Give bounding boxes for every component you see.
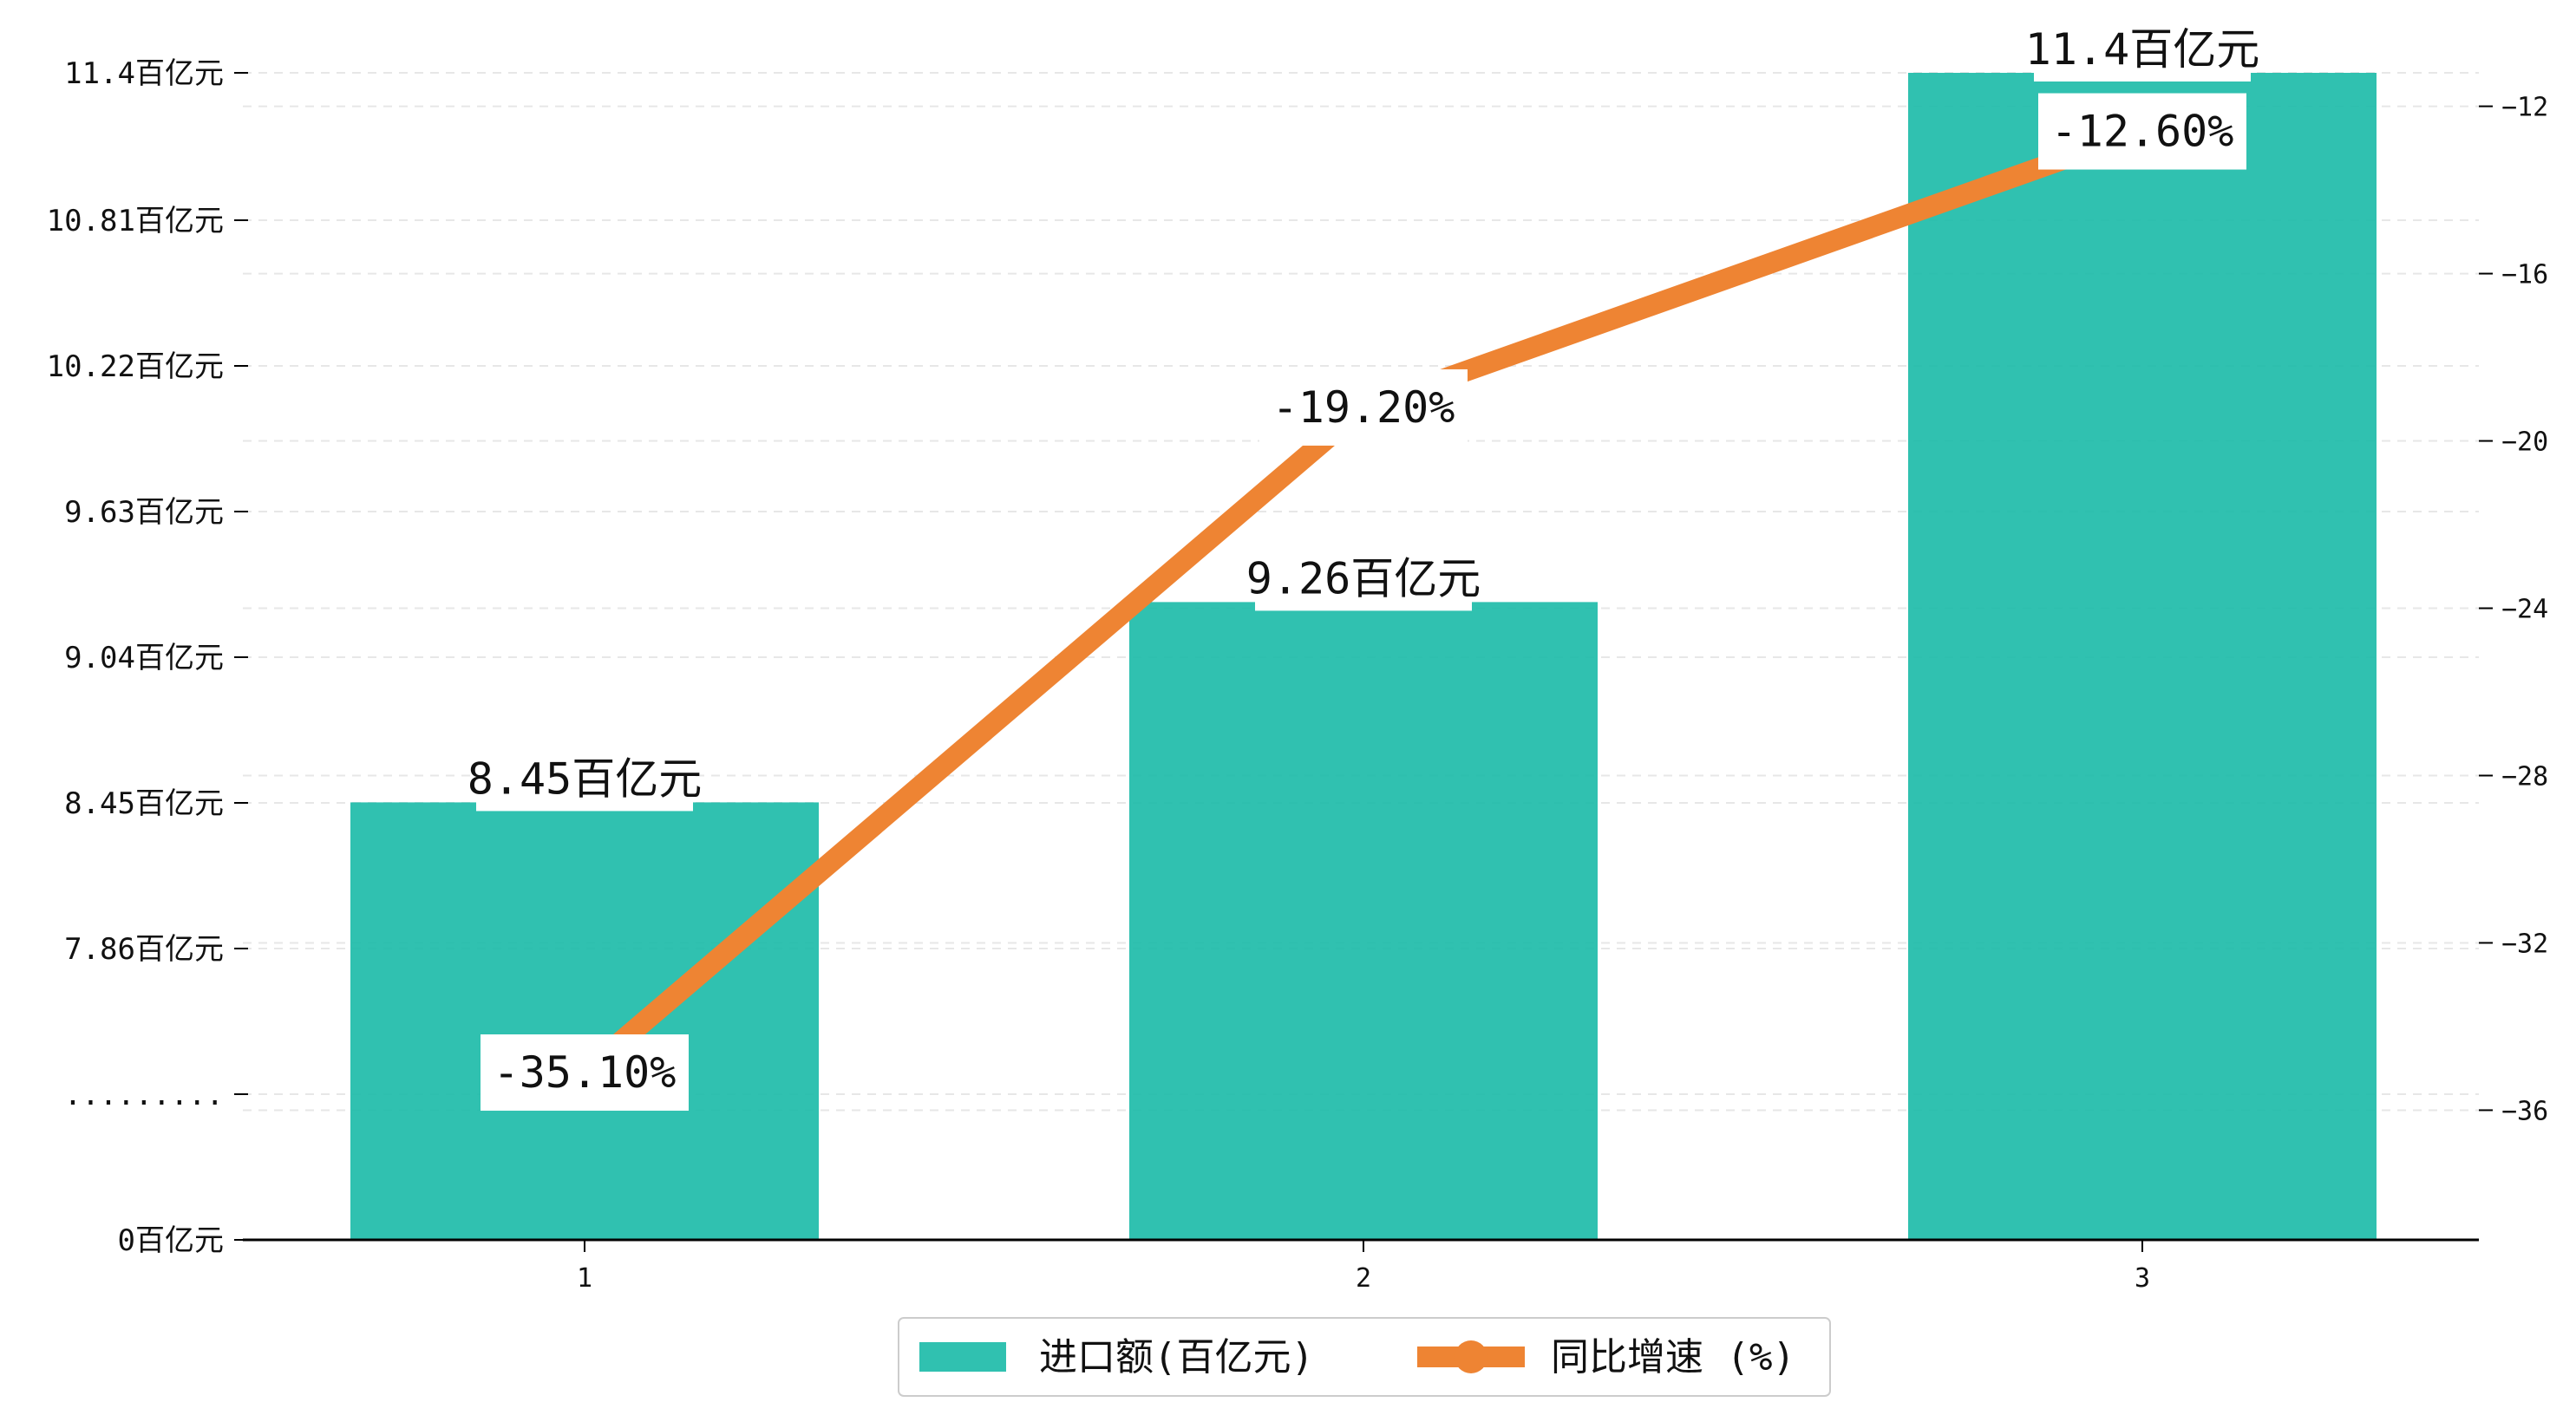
growth-value-label: -12.60% xyxy=(2051,107,2234,157)
bar-series xyxy=(350,73,2377,1240)
left-tick-label: 9.63百亿元 xyxy=(64,495,224,530)
bar xyxy=(350,802,819,1240)
left-tick-label: 7.86百亿元 xyxy=(64,932,224,967)
bar-value-label: 8.45百亿元 xyxy=(467,753,702,804)
left-tick-label: 8.45百亿元 xyxy=(64,786,224,821)
bar-label-box xyxy=(1255,550,1472,611)
left-tick-label: ......... xyxy=(64,1078,224,1112)
x-tick-label: 1 xyxy=(577,1263,592,1294)
right-axis-ticks: −36 −32 −28 −24 −20 −16 −12 xyxy=(2479,93,2548,1126)
legend-label-bar: 进口额(百亿元) xyxy=(1039,1335,1314,1379)
growth-label-box xyxy=(1259,368,1468,446)
growth-value-labels: -35.10% -19.20% -12.60% xyxy=(481,93,2246,1112)
x-tick-label: 2 xyxy=(1356,1263,1371,1294)
right-tick-label: −28 xyxy=(2501,761,2548,792)
growth-value-label: -35.10% xyxy=(494,1047,677,1098)
legend-box xyxy=(898,1317,1831,1397)
bar-value-labels: 8.45百亿元 9.26百亿元 11.4百亿元 xyxy=(467,21,2259,812)
right-tick-label: −32 xyxy=(2501,929,2548,959)
left-tick-label: 10.22百亿元 xyxy=(47,349,224,384)
bar-value-label: 11.4百亿元 xyxy=(2025,24,2259,75)
growth-label-box xyxy=(2038,93,2246,170)
growth-label-box xyxy=(481,1034,689,1112)
left-tick-label: 9.04百亿元 xyxy=(64,641,224,675)
growth-value-label: -19.20% xyxy=(1272,382,1455,433)
legend-swatch-marker xyxy=(1455,1340,1487,1373)
legend: 进口额(百亿元) 同比增速 (%) xyxy=(898,1317,1831,1397)
right-tick-label: −16 xyxy=(2501,260,2548,290)
legend-label-line: 同比增速 (%) xyxy=(1551,1335,1795,1379)
bar xyxy=(1129,602,1598,1240)
bar-value-label: 9.26百亿元 xyxy=(1246,553,1481,603)
bar-label-box xyxy=(476,750,693,812)
right-tick-label: −20 xyxy=(2501,427,2548,458)
legend-swatch-bar xyxy=(919,1342,1006,1372)
right-tick-label: −36 xyxy=(2501,1096,2548,1126)
bar-label-box xyxy=(2034,21,2251,82)
left-tick-label: 11.4百亿元 xyxy=(64,56,224,91)
x-axis-ticks: 1 2 3 xyxy=(577,1240,2150,1294)
left-axis-ticks: 0百亿元......... 7.86百亿元 8.45百亿元 9.04百亿元 9.63百亿… xyxy=(47,56,248,1258)
x-tick-label: 3 xyxy=(2135,1263,2150,1294)
right-tick-label: −12 xyxy=(2501,93,2548,123)
left-tick-label: 0百亿元 xyxy=(118,1223,224,1258)
bar xyxy=(1908,73,2377,1240)
right-tick-label: −24 xyxy=(2501,595,2548,625)
left-tick-label: 10.81百亿元 xyxy=(47,204,224,238)
